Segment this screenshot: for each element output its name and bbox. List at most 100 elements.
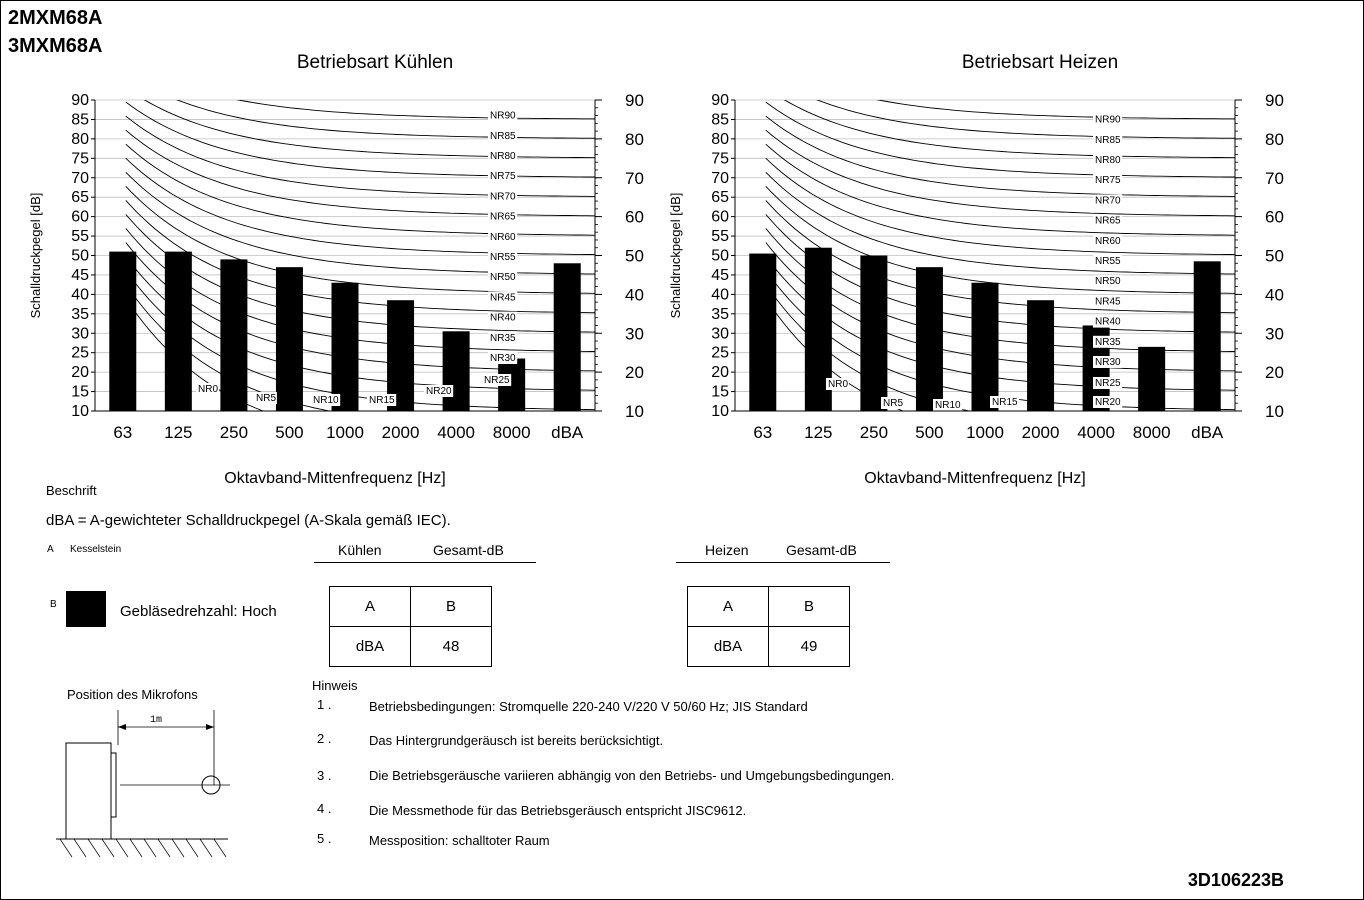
y-tick-label-right: 80 <box>625 130 644 149</box>
nr-curve-label: NR15 <box>992 397 1018 408</box>
bar <box>749 253 777 411</box>
nr-curve <box>765 185 1235 294</box>
nr-curve <box>125 284 332 411</box>
mic-title: Position des Mikrofons <box>67 687 198 702</box>
y-tick-label-right: 30 <box>625 324 644 343</box>
mic-position-diagram: 1m <box>56 710 230 858</box>
bar <box>220 259 248 411</box>
x-tick-label: 500 <box>915 423 943 442</box>
table-heating-head-line <box>676 562 890 563</box>
nr-curve <box>125 298 265 411</box>
y-tick-label-right: 50 <box>1265 247 1284 266</box>
x-tick-label: dBA <box>1191 423 1224 442</box>
nr-curve-label: NR50 <box>490 272 516 283</box>
y-tick-label: 60 <box>711 209 729 226</box>
y-tick-label-right: 20 <box>625 363 644 382</box>
nr-curve-label: NR55 <box>1095 256 1121 267</box>
x-tick-label: 1000 <box>326 423 364 442</box>
table-cell: 48 <box>410 626 492 667</box>
dba-definition: dBA = A-gewichteter Schalldruckpegel (A-… <box>46 512 451 529</box>
table-cell: A <box>687 586 769 627</box>
table-row: dBA 49 <box>687 626 850 667</box>
y-tick-label: 10 <box>711 403 729 420</box>
nr-label-bg <box>1093 275 1123 288</box>
y-tick-label-right: 80 <box>1265 130 1284 149</box>
x-tick-label: 63 <box>113 423 132 442</box>
table-cooling-head-mode: Kühlen <box>338 542 382 558</box>
y-tick-label: 20 <box>71 364 89 381</box>
nr-curve-label: NR80 <box>1095 155 1121 166</box>
table-row: A B <box>329 586 492 627</box>
bar <box>331 282 359 411</box>
y-tick-label: 50 <box>71 248 89 265</box>
nr-curve-label: NR5 <box>883 398 903 409</box>
bar <box>387 300 415 411</box>
nr-label-bg <box>990 396 1020 408</box>
x-tick-label: 500 <box>275 423 303 442</box>
x-tick-label: 2000 <box>382 423 420 442</box>
x-tick-label: 250 <box>220 423 248 442</box>
notes-title: Hinweis <box>312 678 358 693</box>
y-tick-label: 45 <box>71 267 89 284</box>
nr-curve-label: NR55 <box>490 252 516 263</box>
y-tick-label: 30 <box>71 325 89 342</box>
y-tick-label: 80 <box>711 131 729 148</box>
nr-label-bg <box>488 129 518 142</box>
y-tick-label: 85 <box>711 111 729 128</box>
nr-label-bg <box>488 331 518 344</box>
y-axis-title: Schalldruckpegel [dB] <box>668 193 683 319</box>
table-cell: B <box>410 586 492 627</box>
y-tick-label: 25 <box>711 345 729 362</box>
y-tick-label: 65 <box>71 189 89 206</box>
nr-curve <box>765 171 1235 275</box>
nr-curve-label: NR90 <box>1095 115 1121 126</box>
y-tick-label: 10 <box>71 403 89 420</box>
nr-curve-label: NR65 <box>1095 216 1121 227</box>
nr-curve-label: NR15 <box>369 395 395 406</box>
nr-label-bg <box>1093 234 1123 247</box>
y-tick-label-right: 50 <box>625 247 644 266</box>
note-number: 1 . <box>317 697 332 712</box>
bar <box>553 263 581 411</box>
x-tick-label: 8000 <box>1133 423 1171 442</box>
document-number: 3D106223B <box>1187 870 1284 890</box>
bar <box>1138 346 1166 411</box>
bar <box>1193 261 1221 411</box>
nr-label-bg <box>1093 356 1123 368</box>
x-tick-label: 4000 <box>437 423 475 442</box>
nr-label-bg <box>1093 154 1123 166</box>
nr-curve-label: NR0 <box>828 379 848 390</box>
note-text: Das Hintergrundgeräusch ist bereits berü… <box>369 733 664 748</box>
nr-label-bg <box>1093 335 1123 348</box>
nr-curve-label: NR10 <box>313 395 339 406</box>
note-text: Betriebsbedingungen: Stromquelle 220-240… <box>369 699 808 714</box>
table-cell: dBA <box>687 626 769 667</box>
nr-curve <box>765 115 1235 197</box>
x-tick-label: 1000 <box>966 423 1004 442</box>
table-row: dBA 48 <box>329 626 492 667</box>
nr-curve-label: NR50 <box>1095 276 1121 287</box>
y-tick-label: 30 <box>711 325 729 342</box>
y-tick-label: 40 <box>71 286 89 303</box>
nr-curve-label: NR60 <box>490 232 516 243</box>
chart-heating-svg: Betriebsart Heizen NR0 NR5 NR10 NR15 NR20 NR25… <box>668 52 1284 487</box>
y-tick-label: 60 <box>71 209 89 226</box>
y-tick-label-right: 10 <box>625 402 644 421</box>
nr-label-bg <box>488 150 518 162</box>
y-tick-label: 45 <box>711 267 729 284</box>
nr-label-bg <box>196 383 219 395</box>
nr-label-bg <box>488 109 518 122</box>
table-heating-head-mode: Heizen <box>705 542 749 558</box>
nr-curve-label: NR90 <box>490 111 516 122</box>
legend-title: Beschrift <box>46 483 97 498</box>
nr-label-bg <box>367 394 397 406</box>
nr-curve <box>143 100 595 159</box>
nr-curve <box>125 228 595 352</box>
nr-label-bg <box>1093 133 1123 146</box>
nr-label-bg <box>488 230 518 243</box>
legend-b-letter: B <box>50 599 57 610</box>
y-tick-label: 75 <box>711 150 729 167</box>
nr-curve <box>125 115 595 197</box>
nr-curve <box>765 242 1235 372</box>
nr-label-bg <box>1093 295 1123 308</box>
